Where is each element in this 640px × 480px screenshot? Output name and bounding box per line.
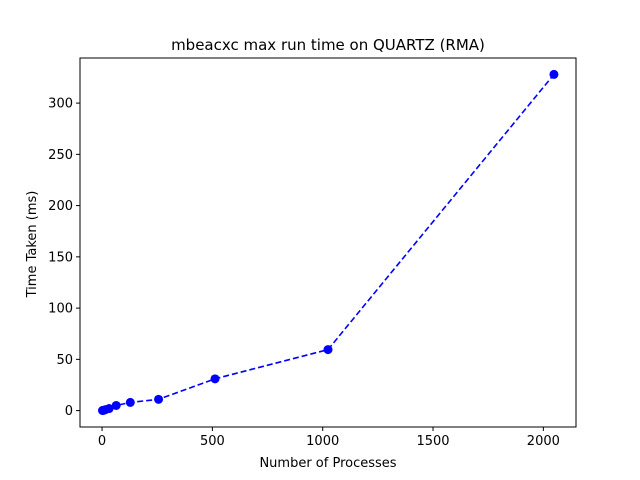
data-point bbox=[104, 404, 114, 414]
data-point bbox=[154, 394, 164, 404]
data-point bbox=[549, 69, 559, 79]
x-tick-label: 1000 bbox=[306, 434, 339, 449]
data-point bbox=[125, 397, 135, 407]
axes-frame bbox=[79, 57, 577, 428]
y-tick-label: 150 bbox=[48, 250, 73, 265]
data-point bbox=[111, 400, 121, 410]
y-tick-label: 250 bbox=[48, 148, 73, 163]
x-tick-label: 500 bbox=[200, 434, 225, 449]
y-tick-label: 50 bbox=[56, 353, 73, 368]
data-point bbox=[210, 374, 220, 384]
x-axis-label: Number of Processes bbox=[259, 456, 396, 471]
x-tick-label: 1500 bbox=[416, 434, 449, 449]
y-axis-label: Time Taken (ms) bbox=[25, 191, 40, 299]
plot-area: 0 500 1000 1500 2000 0 50 100 150 200 250 300 bbox=[48, 57, 577, 449]
data-point bbox=[323, 345, 333, 355]
x-tick-label: 2000 bbox=[527, 434, 560, 449]
x-tick-label: 0 bbox=[98, 434, 106, 449]
y-tick-label: 200 bbox=[48, 199, 73, 214]
y-tick-label: 100 bbox=[48, 302, 73, 317]
y-tick-label: 300 bbox=[48, 97, 73, 112]
y-tick-label: 0 bbox=[65, 404, 73, 419]
chart-title: mbeacxc max run time on QUARTZ (RMA) bbox=[171, 36, 485, 54]
